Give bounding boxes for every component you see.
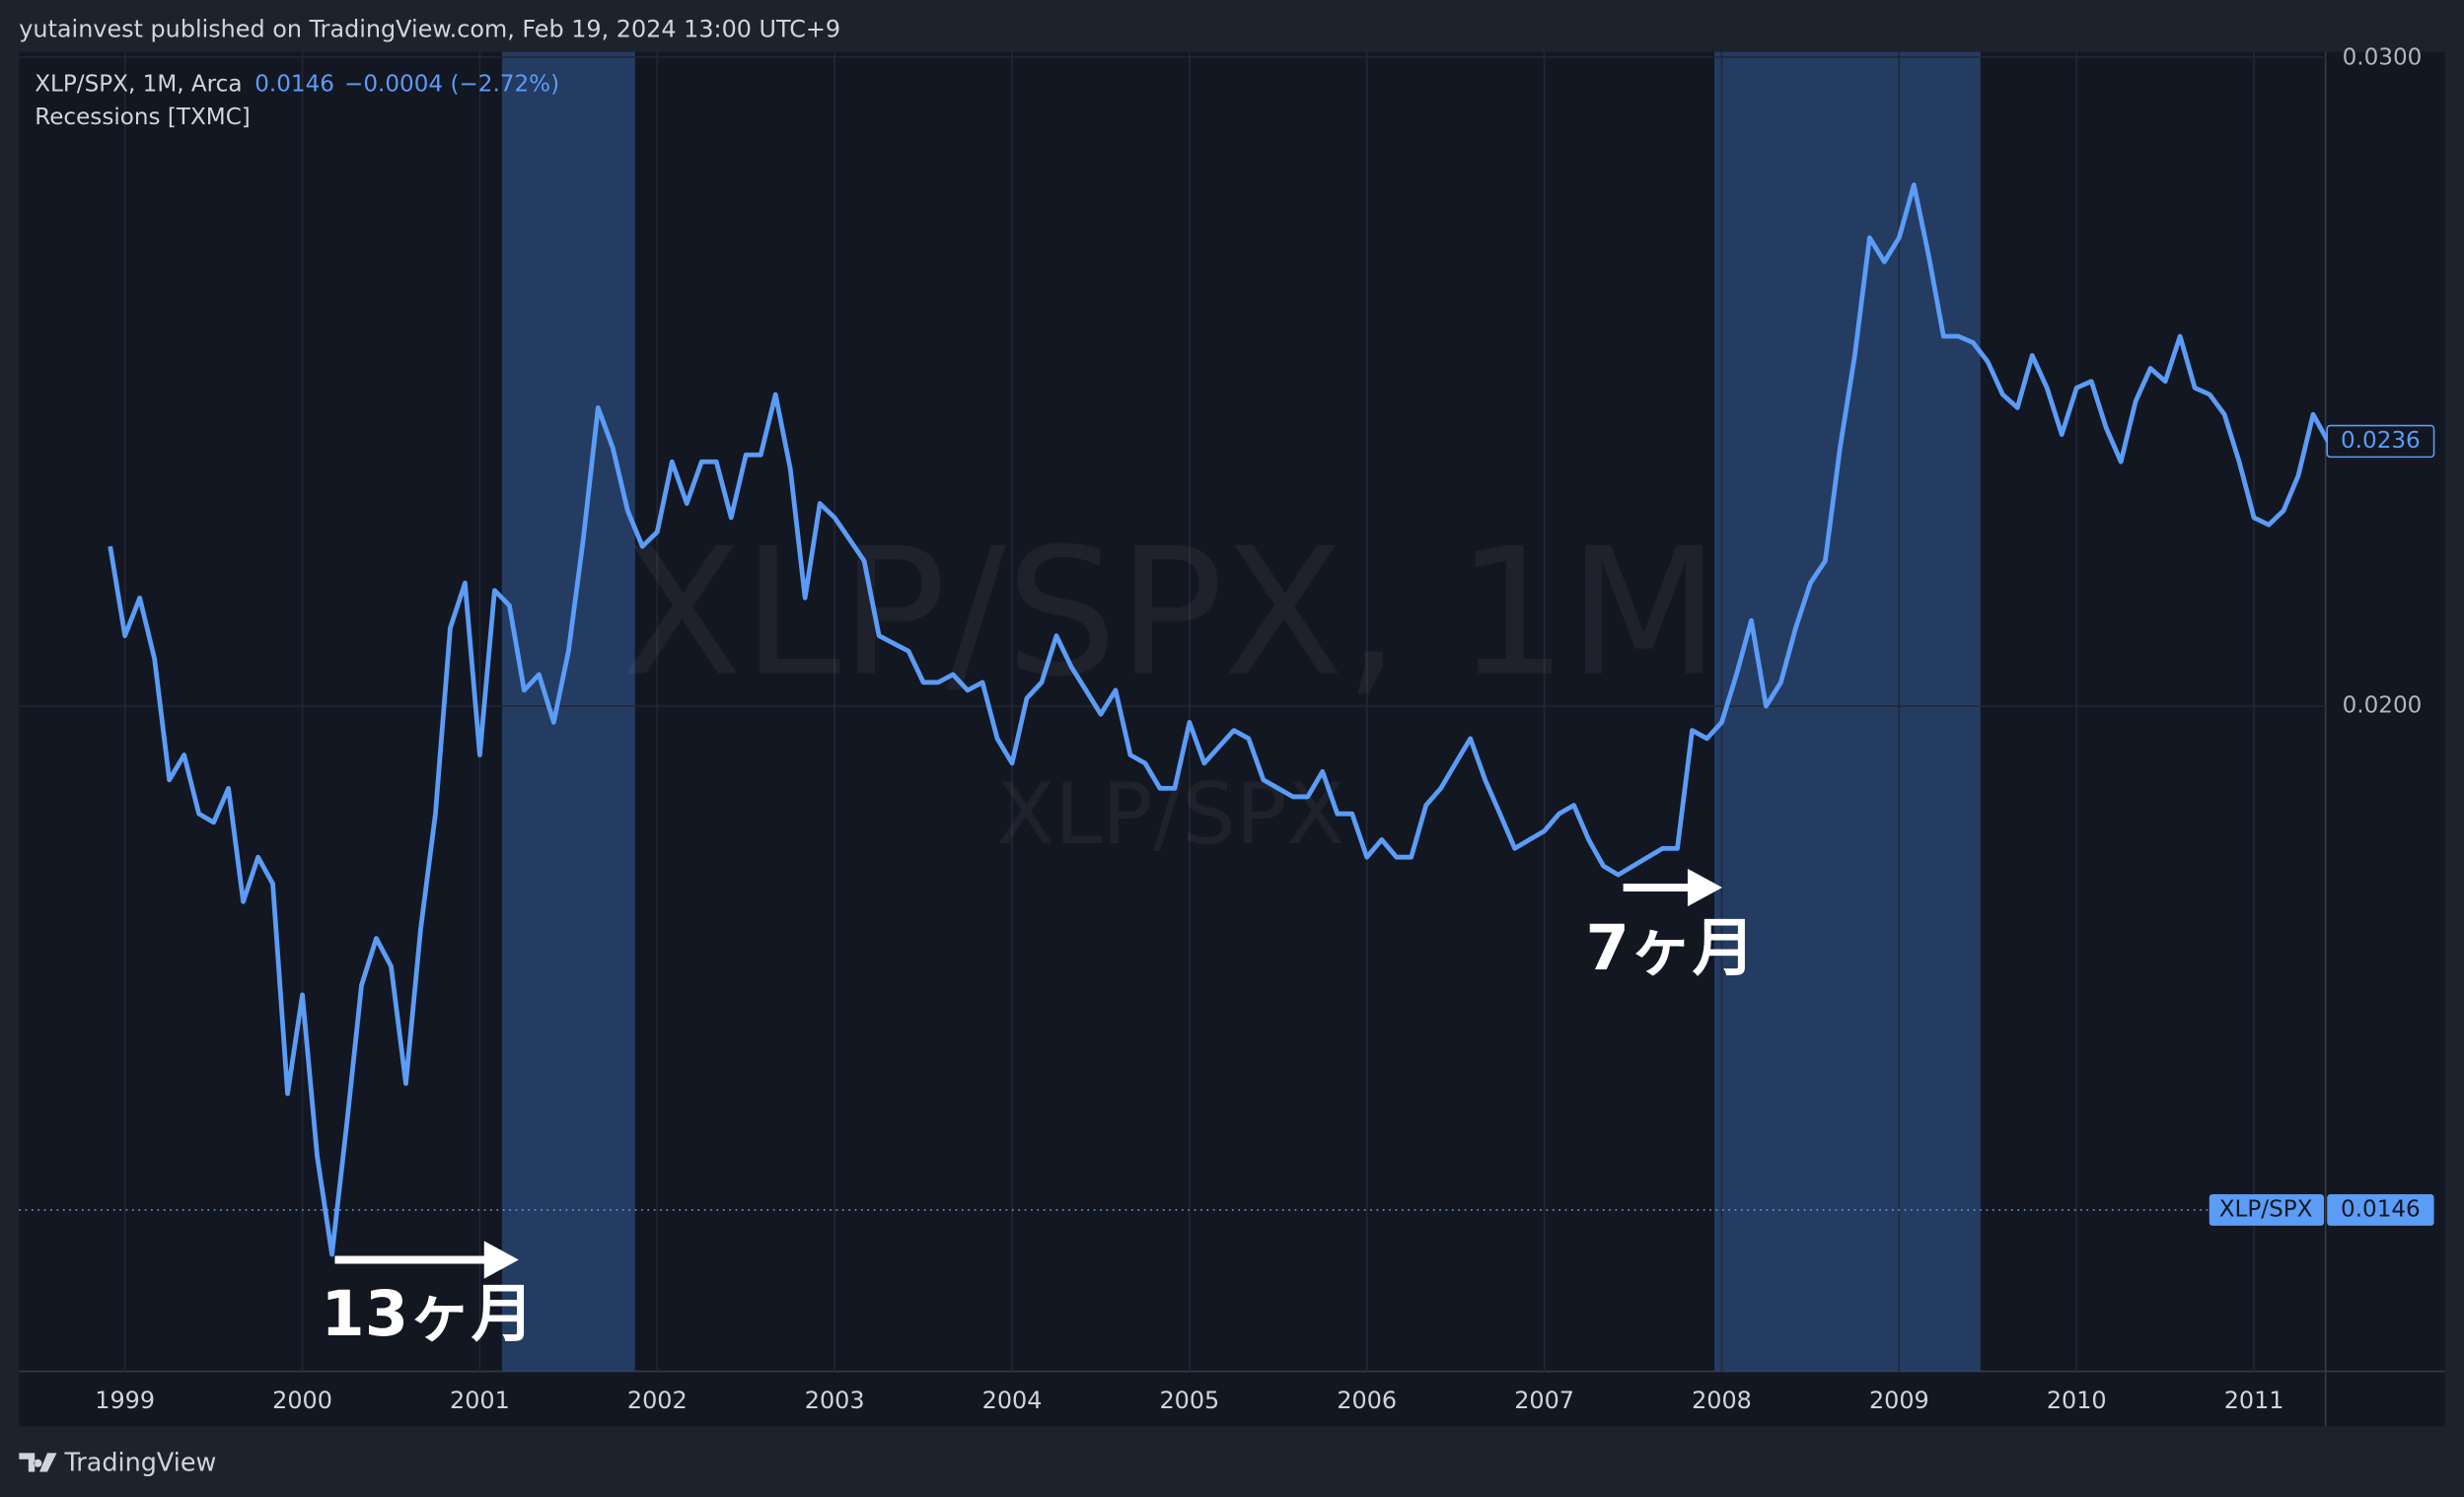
watermark: XLP/SPX, 1M (621, 511, 1719, 716)
annotation: 13ヶ月 (321, 1278, 534, 1351)
mark-layer: 0.0236 XLP/SPX 0.0146 (19, 182, 2435, 1257)
indicator: Recessions [TXMC] (35, 105, 251, 130)
recession-band (1713, 51, 1981, 1372)
x-tick-label: 1999 (95, 1387, 155, 1414)
arrow-head (1687, 868, 1722, 907)
x-tick-label: 2003 (805, 1387, 865, 1414)
x-tick-label: 2000 (272, 1387, 332, 1414)
series-line (108, 182, 2331, 1257)
x-tick-label: 2005 (1159, 1387, 1219, 1414)
x-tick-label: 2004 (982, 1387, 1043, 1414)
x-tick-label: 2010 (2047, 1387, 2107, 1414)
logo: TradingView (19, 1449, 216, 1478)
grid-layer: 1999 2000 2001 2002 2003 2004 2005 2006 2007 2008… (19, 44, 2423, 1414)
price-name-badge (2209, 1194, 2325, 1226)
header: yutainvest published on TradingView.com,… (19, 15, 840, 42)
price-label: 0.0146 (2341, 1196, 2421, 1222)
last-value-badge (2326, 424, 2435, 459)
legend-change: −0.0004 (−2.72%) (344, 72, 559, 98)
y-tick-label: 0.0300 (2343, 44, 2423, 70)
x-tick-label: 2008 (1692, 1387, 1752, 1414)
x-tick-label: 2002 (627, 1387, 688, 1414)
recession-layer (501, 51, 1981, 1372)
legend-price: 0.0146 (254, 72, 334, 98)
x-tick-label: 2009 (1869, 1387, 1929, 1414)
price-name: XLP/SPX (2219, 1196, 2313, 1222)
x-tick-label: 2007 (1514, 1387, 1574, 1414)
arrow (334, 868, 1722, 1279)
x-axis-area (19, 1371, 2445, 1427)
arrow-head (483, 1241, 519, 1279)
annotation: 7ヶ月 (1586, 912, 1756, 985)
recession-band (501, 51, 635, 1372)
x-tick-label: 2006 (1337, 1387, 1397, 1414)
symbol: XLP/SPX, 1M, Arca (35, 72, 242, 98)
price-badge (2327, 1194, 2434, 1226)
footer: TradingView (64, 1449, 217, 1478)
x-tick-label: 2011 (2224, 1387, 2284, 1414)
last-value-label: 0.0236 (2341, 428, 2421, 454)
logo-icon (19, 1453, 57, 1472)
y-axis-area (2325, 51, 2445, 1372)
watermark-sub: XLP/SPX (996, 765, 1344, 864)
x-tick-label: 2001 (450, 1387, 510, 1414)
y-tick-label: 0.0200 (2343, 693, 2423, 719)
